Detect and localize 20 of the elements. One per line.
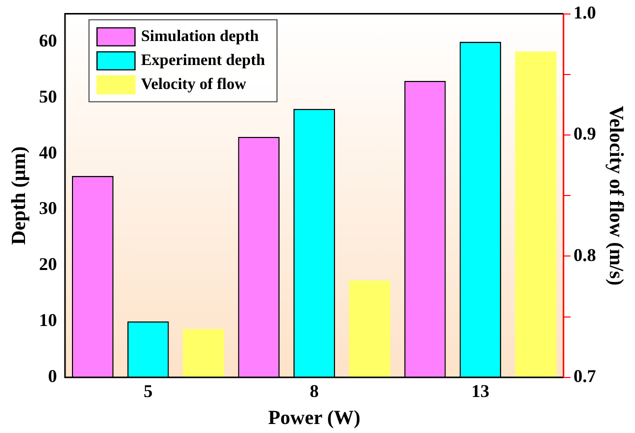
y-tick-label: 40 bbox=[39, 142, 57, 162]
y-tick-label: 30 bbox=[39, 198, 57, 218]
legend-label: Experiment depth bbox=[141, 52, 266, 69]
y-axis-title: Depth (μm) bbox=[8, 146, 30, 245]
y2-tick-label: 0.9 bbox=[574, 124, 596, 144]
y-tick-label: 60 bbox=[39, 30, 57, 50]
y2-tick-label: 0.8 bbox=[574, 244, 596, 265]
legend-label: Velocity of flow bbox=[141, 76, 247, 93]
y-tick-label: 20 bbox=[39, 254, 57, 274]
y2-axis-title: Velocity of flow (m/s) bbox=[604, 106, 627, 286]
y2-tick-label: 0.7 bbox=[574, 366, 596, 386]
x-tick-label: 5 bbox=[144, 380, 153, 401]
y-tick-label: 10 bbox=[39, 310, 57, 330]
x-tick-label: 8 bbox=[310, 380, 319, 401]
x-axis-title: Power (W) bbox=[268, 407, 360, 430]
x-tick-label: 13 bbox=[471, 380, 490, 401]
y2-tick-label: 1.0 bbox=[574, 2, 596, 22]
y-tick-label: 0 bbox=[48, 366, 57, 386]
legend-label: Simulation depth bbox=[141, 28, 259, 45]
y-tick-label: 50 bbox=[39, 86, 57, 106]
